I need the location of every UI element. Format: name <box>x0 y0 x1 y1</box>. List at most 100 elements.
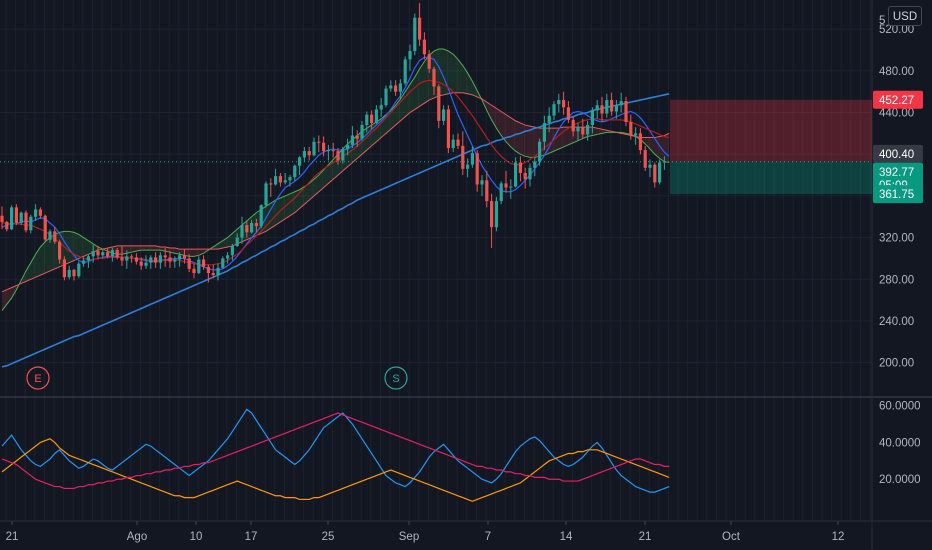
cloud-segment <box>11 285 17 299</box>
cloud-segment <box>83 237 89 257</box>
cloud-segment <box>88 240 94 255</box>
candle-body <box>370 114 374 123</box>
time-tick-label: 7 <box>485 531 491 543</box>
candle-body <box>490 201 494 228</box>
candle-body <box>533 161 537 168</box>
candle-body <box>547 115 551 123</box>
cloud-segment <box>558 127 564 150</box>
pane-tick-label: 40.0000 <box>879 437 921 449</box>
cloud-segment <box>486 102 492 120</box>
take-profit-zone[interactable] <box>670 161 872 195</box>
price-tick-label: 5 <box>879 15 885 27</box>
candle-body <box>187 258 191 269</box>
candle-body <box>653 164 657 183</box>
price-tick-label: 440.00 <box>879 108 914 120</box>
candle-body <box>566 107 570 120</box>
candle-body <box>302 151 306 158</box>
candle-body <box>58 241 62 260</box>
price-badge-value: 400.40 <box>879 149 914 161</box>
candle-body <box>24 212 28 231</box>
candle-body <box>125 256 129 261</box>
cloud-segment <box>64 231 70 265</box>
price-tick-label: 320.00 <box>879 233 914 245</box>
candle-body <box>437 86 441 121</box>
candle-body <box>144 262 148 266</box>
price-badge-bg <box>873 144 923 163</box>
candle-body <box>326 150 330 152</box>
candle-body <box>562 100 566 108</box>
candle-body <box>442 109 446 121</box>
cloud-segment <box>189 249 194 257</box>
cloud-segment <box>419 61 425 107</box>
candle-body <box>528 167 532 180</box>
stop-loss-zone[interactable] <box>670 99 872 162</box>
candle-body <box>461 145 465 169</box>
time-tick-label: 14 <box>560 531 573 543</box>
currency-button[interactable]: USD <box>888 6 922 26</box>
candle-body <box>216 267 220 276</box>
cloud-segment <box>323 164 329 188</box>
candle-body <box>446 109 450 148</box>
candle-body <box>106 252 110 257</box>
candle-body <box>403 59 407 84</box>
time-tick-label: 12 <box>832 531 845 543</box>
candle-body <box>600 105 604 114</box>
time-tick-label: Sep <box>399 531 419 543</box>
cloud-segment <box>496 108 502 136</box>
cloud-segment <box>525 125 530 158</box>
cloud-segment <box>165 246 170 253</box>
candle-body <box>456 139 460 146</box>
candle-body <box>350 135 354 145</box>
cloud-segment <box>275 198 281 226</box>
cloud-segment <box>510 117 516 152</box>
candle-body <box>624 101 628 122</box>
cloud-segment <box>179 249 185 256</box>
candle-body <box>168 257 172 262</box>
cloud-segment <box>198 249 204 256</box>
price-badge-value: 361.75 <box>879 189 914 201</box>
event-marker-label: S <box>392 373 399 385</box>
candle-body <box>43 215 47 240</box>
candle-body <box>211 273 215 276</box>
leading-span-b-line <box>1 92 670 293</box>
candle-body <box>34 209 38 217</box>
candle-body <box>254 223 258 227</box>
cloud-segment <box>654 136 660 159</box>
candle-body <box>470 153 474 165</box>
event-marker-s[interactable]: S <box>384 366 408 390</box>
cloud-segment <box>78 234 84 259</box>
cloud-segment <box>26 262 31 282</box>
cloud-segment <box>448 51 454 94</box>
candle-body <box>269 183 273 185</box>
candle-body <box>250 223 254 233</box>
candle-body <box>192 268 196 274</box>
candle-body <box>581 127 585 135</box>
cloud-segment <box>491 105 497 129</box>
cloud-segment <box>410 77 415 113</box>
time-tick-label: 10 <box>190 531 203 543</box>
pane-line-blue <box>1 408 670 493</box>
cloud-segment <box>530 126 535 158</box>
time-tick-label: Oct <box>722 531 741 543</box>
cloud-segment <box>597 128 602 135</box>
price-tick-label: 240.00 <box>879 316 914 328</box>
cloud-segment <box>309 179 314 201</box>
cloud-segment <box>136 245 142 252</box>
cloud-segment <box>184 249 190 257</box>
candle-body <box>634 133 638 136</box>
candle-body <box>614 105 618 112</box>
candle-body <box>283 180 287 183</box>
event-marker-e[interactable]: E <box>26 366 50 390</box>
candle-body <box>365 114 369 126</box>
candle-body <box>638 133 642 151</box>
candle-body <box>264 183 268 206</box>
candle-body <box>610 100 614 112</box>
price-tick-label: 480.00 <box>879 66 914 78</box>
candle-body <box>278 176 282 183</box>
candle-body <box>178 255 182 260</box>
candle-body <box>629 121 633 136</box>
price-badge: 361.75 <box>873 185 923 204</box>
candle-body <box>245 225 249 233</box>
candle-body <box>115 250 119 258</box>
